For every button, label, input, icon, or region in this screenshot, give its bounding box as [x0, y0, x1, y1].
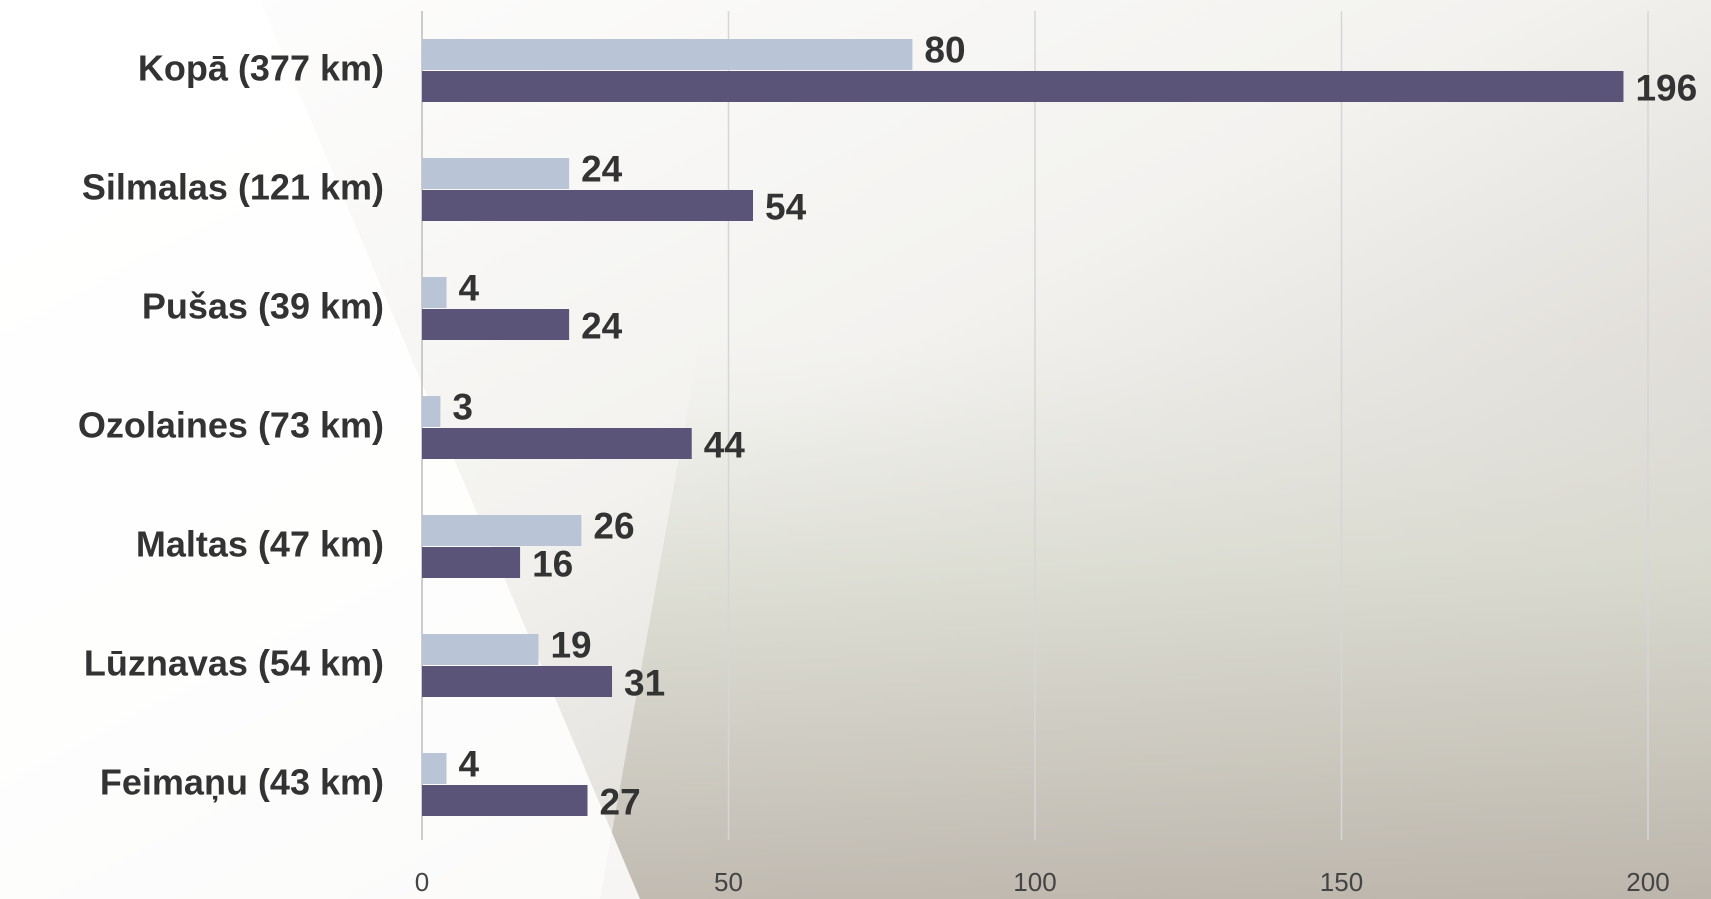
x-tick-label: 100	[1013, 867, 1056, 897]
bar	[422, 71, 1624, 102]
category-label: Kopā (377 km)	[138, 48, 384, 89]
value-label: 16	[532, 543, 573, 584]
bar	[422, 39, 913, 70]
bar	[422, 428, 692, 459]
bar	[422, 158, 570, 189]
category-label: Feimaņu (43 km)	[100, 762, 384, 803]
value-label: 196	[1635, 67, 1697, 108]
bar	[422, 785, 588, 816]
value-label: 44	[704, 424, 746, 465]
background-field	[600, 340, 1711, 899]
category-label: Pušas (39 km)	[142, 286, 384, 327]
category-label: Ozolaines (73 km)	[78, 405, 384, 446]
x-tick-label: 0	[415, 867, 429, 897]
bar	[422, 515, 582, 546]
value-label: 26	[593, 505, 634, 546]
value-label: 31	[624, 662, 665, 703]
category-label: Maltas (47 km)	[136, 524, 384, 565]
category-label: Lūznavas (54 km)	[84, 643, 384, 684]
category-label: Silmalas (121 km)	[82, 167, 384, 208]
bar	[422, 190, 754, 221]
bar	[422, 277, 447, 308]
bar	[422, 547, 521, 578]
value-label: 80	[924, 29, 965, 70]
value-label: 19	[550, 624, 591, 665]
x-tick-label: 200	[1626, 867, 1669, 897]
value-label: 24	[581, 305, 623, 346]
x-tick-label: 50	[714, 867, 743, 897]
bar	[422, 666, 613, 697]
x-tick-label: 150	[1320, 867, 1363, 897]
bar	[422, 634, 539, 665]
value-label: 54	[765, 186, 807, 227]
value-label: 27	[600, 781, 641, 822]
value-label: 4	[459, 743, 480, 784]
value-label: 24	[581, 148, 623, 189]
value-label: 3	[452, 386, 473, 427]
value-label: 4	[459, 267, 480, 308]
bar	[422, 309, 570, 340]
bar	[422, 396, 441, 427]
bar	[422, 753, 447, 784]
